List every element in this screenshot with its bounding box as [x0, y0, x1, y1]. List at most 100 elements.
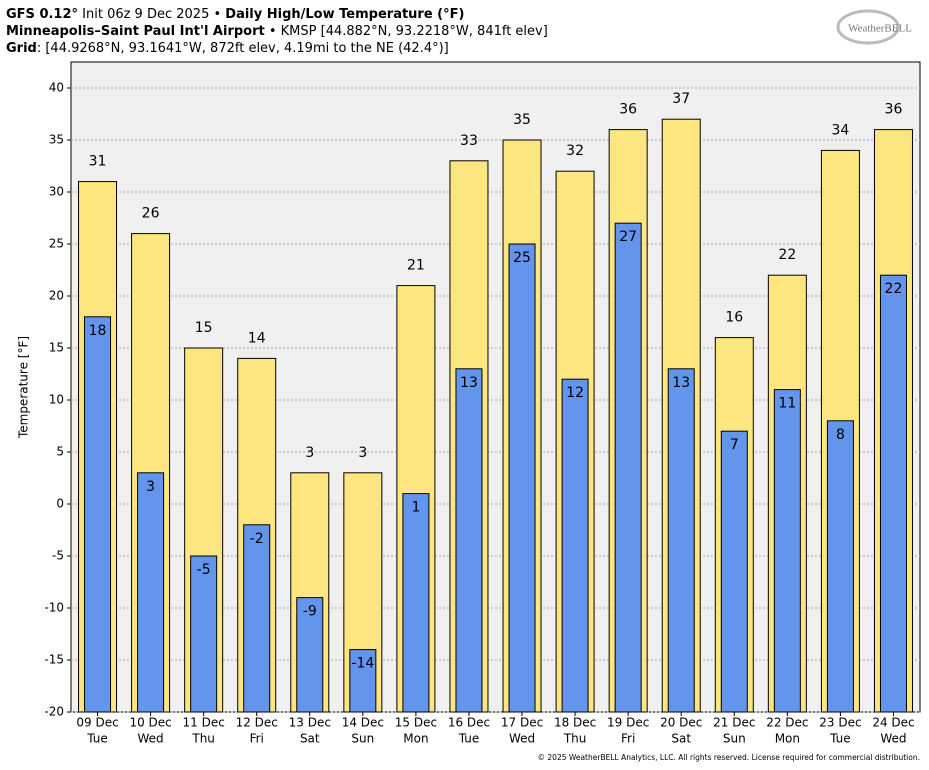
header-part: Grid [6, 41, 37, 56]
value-label: 25 [513, 250, 531, 266]
x-tick-label: 24 Dec [872, 716, 914, 730]
logo-swirl [836, 9, 900, 45]
header-line: GFS 0.12° Init 06z 9 Dec 2025 • Daily Hi… [6, 7, 464, 22]
low-bar [296, 597, 324, 713]
value-label: 26 [142, 206, 160, 222]
value-label: 1 [411, 500, 420, 516]
value-label: 3 [146, 479, 155, 495]
header-part: : [44.9268°N, 93.1641°W, 872ft elev, 4.1… [37, 41, 449, 56]
y-tick-label: 40 [49, 81, 64, 95]
low-bar [455, 368, 483, 713]
logo: WeatherBELL [848, 23, 912, 35]
value-label: -5 [197, 562, 211, 578]
x-tick-sublabel: Thu [191, 732, 215, 746]
low-bar [667, 368, 695, 713]
value-label: 37 [672, 91, 690, 107]
header-line: Grid: [44.9268°N, 93.1641°W, 872ft elev,… [6, 41, 449, 56]
low-bar [773, 389, 801, 713]
x-tick-label: 10 Dec [129, 716, 171, 730]
x-tick-label: 21 Dec [713, 716, 755, 730]
value-label: 34 [831, 122, 849, 138]
value-label: -9 [303, 604, 317, 620]
x-tick-sublabel: Mon [403, 732, 428, 746]
header-part: Daily High/Low Temperature (°F) [225, 7, 464, 22]
value-label: 22 [885, 281, 903, 297]
value-label: 8 [836, 427, 845, 443]
x-tick-sublabel: Wed [509, 732, 535, 746]
x-tick-sublabel: Sat [671, 732, 691, 746]
y-tick-label: 25 [49, 237, 64, 251]
value-label: -14 [351, 656, 374, 672]
y-tick-label: -10 [44, 601, 64, 615]
value-label: 16 [725, 310, 743, 326]
value-label: 36 [619, 102, 637, 118]
value-label: 3 [358, 445, 367, 461]
header-part: Minneapolis–Saint Paul Int'l Airport [6, 24, 265, 39]
value-label: 7 [730, 437, 739, 453]
low-bar [137, 472, 165, 713]
x-tick-label: 09 Dec [76, 716, 118, 730]
x-tick-sublabel: Sun [351, 732, 374, 746]
value-label: 21 [407, 258, 425, 274]
header-part: Init 06z 9 Dec 2025 • [78, 7, 225, 22]
value-label: 3 [305, 445, 314, 461]
x-tick-label: 14 Dec [342, 716, 384, 730]
header-part: GFS 0.12° [6, 7, 78, 22]
y-tick-label: 20 [49, 289, 64, 303]
x-tick-sublabel: Fri [621, 732, 635, 746]
x-tick-label: 13 Dec [289, 716, 331, 730]
x-tick-label: 20 Dec [660, 716, 702, 730]
y-tick-label: 35 [49, 133, 64, 147]
x-tick-label: 17 Dec [501, 716, 543, 730]
y-tick-label: -15 [44, 653, 64, 667]
value-label: 13 [672, 375, 690, 391]
value-label: 15 [195, 320, 213, 336]
header-part: • KMSP [44.882°N, 93.2218°W, 841ft elev] [265, 24, 548, 39]
x-tick-sublabel: Tue [86, 732, 108, 746]
x-tick-label: 23 Dec [819, 716, 861, 730]
low-bar [826, 420, 854, 713]
x-tick-label: 19 Dec [607, 716, 649, 730]
footer: © 2025 WeatherBELL Analytics, LLC. All r… [538, 753, 920, 762]
x-tick-sublabel: Sun [723, 732, 746, 746]
y-tick-label: -20 [44, 705, 64, 719]
low-bar [720, 430, 748, 713]
x-tick-sublabel: Sat [300, 732, 320, 746]
y-tick-label: 10 [49, 393, 64, 407]
x-tick-sublabel: Thu [563, 732, 587, 746]
x-tick-label: 16 Dec [448, 716, 490, 730]
y-tick-label: 30 [49, 185, 64, 199]
x-tick-sublabel: Tue [458, 732, 480, 746]
value-label: 14 [248, 330, 266, 346]
value-label: 11 [778, 396, 796, 412]
x-tick-label: 22 Dec [766, 716, 808, 730]
value-label: 27 [619, 229, 637, 245]
value-label: -2 [250, 531, 264, 547]
value-label: 35 [513, 112, 531, 128]
value-label: 36 [885, 102, 903, 118]
low-bar [614, 222, 642, 713]
value-label: 18 [89, 323, 107, 339]
x-tick-sublabel: Mon [775, 732, 800, 746]
x-tick-sublabel: Wed [138, 732, 164, 746]
x-tick-sublabel: Fri [250, 732, 264, 746]
x-tick-label: 11 Dec [183, 716, 225, 730]
y-axis-label: Temperature [°F] [17, 336, 31, 439]
low-bar [84, 316, 112, 713]
header-line: Minneapolis–Saint Paul Int'l Airport • K… [6, 24, 548, 39]
x-tick-sublabel: Tue [829, 732, 851, 746]
value-label: 33 [460, 133, 478, 149]
low-bar [561, 378, 589, 713]
low-bar [508, 243, 536, 713]
value-label: 32 [566, 143, 584, 159]
value-label: 12 [566, 385, 584, 401]
low-bar [243, 524, 271, 713]
low-bar [879, 274, 907, 713]
y-tick-label: 0 [56, 497, 64, 511]
value-label: 31 [89, 154, 107, 170]
value-label: 22 [778, 247, 796, 263]
low-bar [402, 493, 430, 713]
y-tick-label: 5 [56, 445, 64, 459]
